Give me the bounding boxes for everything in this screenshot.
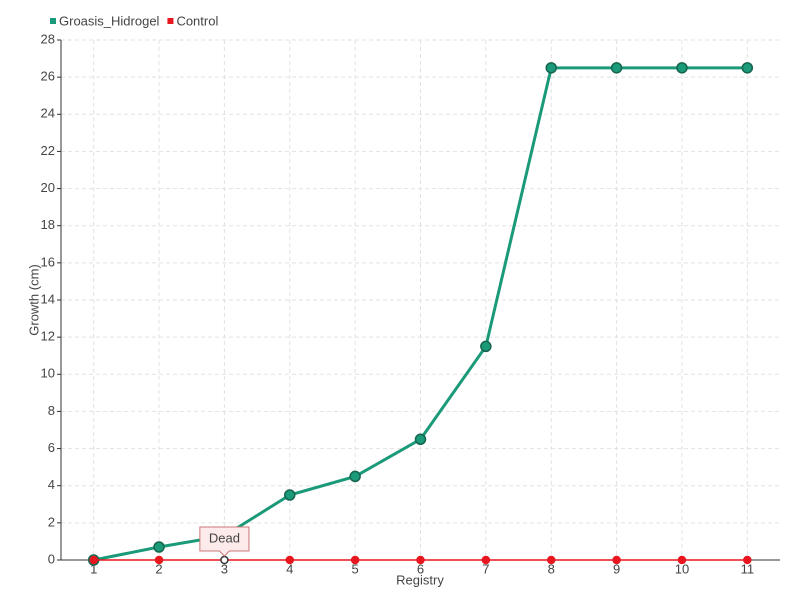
y-tick-label: 22 — [41, 143, 55, 158]
data-point — [480, 340, 492, 353]
data-point — [285, 555, 295, 565]
data-point — [350, 555, 360, 565]
data-point — [416, 555, 425, 565]
legend-label: Control — [176, 13, 218, 28]
y-tick-label: 18 — [41, 217, 55, 232]
data-point — [545, 62, 557, 74]
x-tick-label: 8 — [548, 561, 555, 576]
data-point — [743, 555, 752, 565]
x-tick-label: 10 — [675, 561, 689, 576]
y-tick-label: 10 — [41, 366, 55, 381]
data-point — [676, 62, 688, 74]
y-tick-label: 26 — [41, 69, 55, 84]
x-tick-label: 3 — [221, 561, 228, 576]
x-tick-label: 1 — [90, 561, 97, 576]
annotation-text: Dead — [209, 530, 240, 545]
x-tick-label: 9 — [613, 561, 620, 576]
data-point — [414, 433, 427, 446]
y-tick-label: 4 — [48, 477, 55, 492]
y-tick-label: 12 — [41, 329, 55, 344]
y-axis-label: Growth (cm) — [26, 264, 41, 336]
legend-swatch — [167, 18, 174, 24]
x-tick-label: 4 — [286, 561, 293, 576]
y-tick-label: 24 — [41, 106, 55, 121]
annotation-box — [199, 526, 250, 557]
data-point — [349, 470, 361, 483]
y-tick-label: 20 — [41, 180, 55, 195]
data-point — [612, 555, 621, 565]
data-point — [741, 62, 754, 74]
x-tick-label: 2 — [155, 561, 162, 576]
annotation: Dead — [199, 526, 250, 557]
x-tick-label: 11 — [741, 561, 755, 576]
x-tick-label: 7 — [482, 561, 489, 576]
x-axis-label: Registry — [396, 572, 444, 587]
data-point — [153, 541, 165, 553]
data-point — [610, 62, 623, 74]
y-tick-label: 16 — [41, 254, 55, 269]
data-point — [481, 555, 491, 565]
y-tick-label: 0 — [48, 551, 55, 566]
data-point — [154, 555, 164, 565]
x-tick-label: 5 — [352, 561, 359, 576]
y-tick-label: 6 — [48, 440, 55, 455]
x-tick-label: 6 — [417, 561, 424, 576]
data-point — [677, 555, 687, 565]
y-tick-label: 2 — [48, 514, 55, 529]
legend-swatch — [50, 18, 56, 24]
data-point — [89, 555, 98, 565]
y-tick-label: 28 — [41, 31, 55, 46]
legend-label: Groasis_Hidrogel — [59, 13, 160, 28]
y-tick-label: 8 — [48, 403, 55, 418]
data-point — [546, 555, 556, 565]
y-tick-label: 14 — [41, 291, 55, 306]
data-point — [284, 489, 296, 501]
data-point — [220, 555, 229, 565]
